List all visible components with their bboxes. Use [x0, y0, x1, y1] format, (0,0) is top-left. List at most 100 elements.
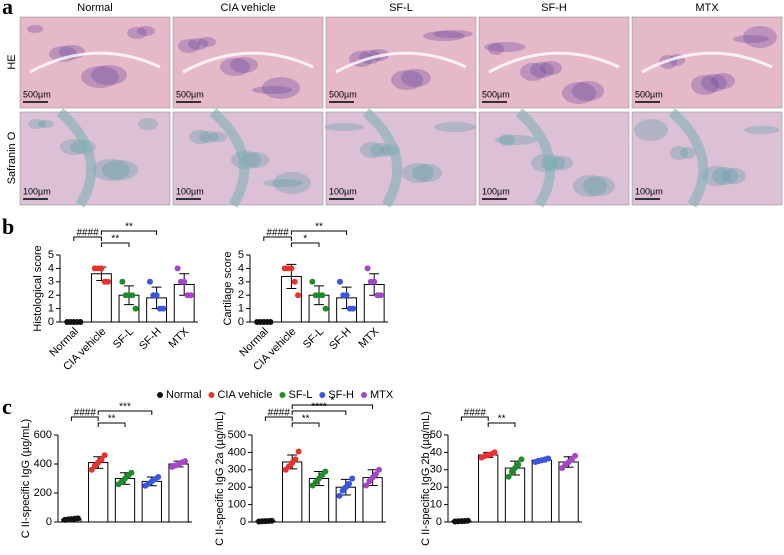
tissue	[362, 108, 403, 208]
tissue	[551, 156, 573, 170]
data-point	[105, 278, 112, 285]
y-tick-label: 50	[430, 429, 442, 441]
significance-bracket	[97, 410, 153, 415]
tissue	[56, 108, 97, 208]
data-point	[545, 455, 552, 462]
tissue	[701, 74, 727, 92]
significance-label: ####	[76, 228, 99, 239]
data-point	[377, 292, 384, 299]
significance-label: **	[302, 414, 310, 425]
data-point	[364, 265, 371, 272]
significance-bracket	[487, 422, 516, 427]
legend-marker	[157, 392, 163, 398]
x-tick-label: SF-L	[301, 326, 326, 351]
y-tick-label: 4	[238, 262, 244, 274]
data-point	[77, 319, 84, 325]
scale-bar-label: 100µm	[482, 186, 510, 196]
scale-bar-label: 100µm	[635, 186, 663, 196]
data-point	[350, 305, 357, 312]
tissue	[230, 57, 258, 73]
tissue	[583, 176, 615, 196]
tissue	[744, 126, 780, 134]
column-header: CIA vehicle	[220, 2, 275, 14]
data-point	[376, 466, 383, 473]
x-tick-label: MTX	[166, 325, 191, 350]
y-tick-label: 4	[48, 262, 54, 274]
data-point	[322, 468, 329, 475]
tissue	[680, 147, 696, 159]
legend-label: SF-H	[328, 389, 354, 401]
tissue	[402, 163, 434, 183]
y-axis-label: C II-specific IgG 2b (µg/mL)	[420, 411, 432, 546]
significance-bracket	[100, 230, 158, 235]
data-point	[464, 517, 471, 524]
tissue	[29, 51, 161, 74]
tissue	[178, 39, 200, 53]
significance-label: *	[330, 396, 334, 407]
legend-marker	[361, 392, 367, 398]
data-point	[268, 517, 275, 524]
significance-bracket	[70, 416, 99, 421]
y-tick-label: 0	[48, 316, 54, 328]
tissue	[188, 38, 208, 50]
scale-bar-label: 100µm	[176, 186, 204, 196]
legend-marker	[208, 392, 215, 398]
data-point	[128, 469, 135, 476]
data-point	[349, 475, 356, 482]
significance-bracket	[291, 404, 374, 409]
tissue	[138, 118, 158, 130]
tissue	[530, 62, 554, 78]
tissue	[484, 42, 526, 52]
data-point	[518, 456, 525, 463]
significance-label: **	[111, 234, 119, 245]
tissue	[702, 166, 730, 186]
significance-label: **	[125, 222, 133, 233]
tissue	[641, 51, 773, 74]
significance-label: **	[315, 222, 323, 233]
y-tick-label: 30	[430, 464, 442, 476]
data-point	[119, 278, 126, 285]
y-tick-label: 600	[34, 429, 52, 441]
data-point	[343, 292, 350, 299]
significance-bracket	[460, 416, 489, 421]
data-point	[295, 292, 302, 299]
y-tick-label: 0	[46, 516, 52, 528]
y-tick-label: 1	[48, 303, 54, 315]
y-tick-label: 0	[238, 316, 244, 328]
data-point	[363, 482, 370, 489]
legend-label: CIA vehicle	[217, 389, 272, 401]
y-tick-label: 1	[238, 303, 244, 315]
data-point	[182, 458, 189, 465]
significance-label: ####	[266, 228, 289, 239]
y-tick-label: 5	[238, 249, 244, 261]
tissue	[199, 131, 219, 143]
tissue	[81, 66, 119, 88]
tissue	[488, 51, 620, 74]
data-point	[187, 292, 194, 299]
data-point	[153, 292, 160, 299]
data-point	[292, 456, 299, 463]
significance-bracket	[290, 242, 320, 247]
scale-bar-label: 500µm	[329, 89, 357, 99]
significance-label: **	[108, 414, 116, 425]
data-point	[74, 515, 81, 522]
scale-bar-label: 500µm	[23, 89, 51, 99]
x-tick-label: SF-L	[111, 326, 136, 351]
y-tick-label: 2	[48, 289, 54, 301]
data-point	[295, 448, 302, 455]
legend-label: MTX	[370, 389, 394, 401]
tissue	[335, 51, 467, 74]
y-axis-label: C II-specific IgG 2a (µg/mL)	[214, 411, 226, 546]
y-tick-label: 400	[34, 458, 52, 470]
column-header: MTX	[695, 2, 719, 14]
data-point	[336, 492, 343, 499]
tissue	[263, 179, 303, 187]
data-point	[346, 480, 353, 487]
y-tick-label: 100	[228, 499, 246, 511]
data-point	[572, 452, 579, 459]
scale-bar-label: 100µm	[329, 186, 357, 196]
data-point	[491, 449, 498, 456]
data-point	[160, 305, 167, 312]
tissue	[434, 122, 476, 132]
tissue	[127, 27, 147, 39]
